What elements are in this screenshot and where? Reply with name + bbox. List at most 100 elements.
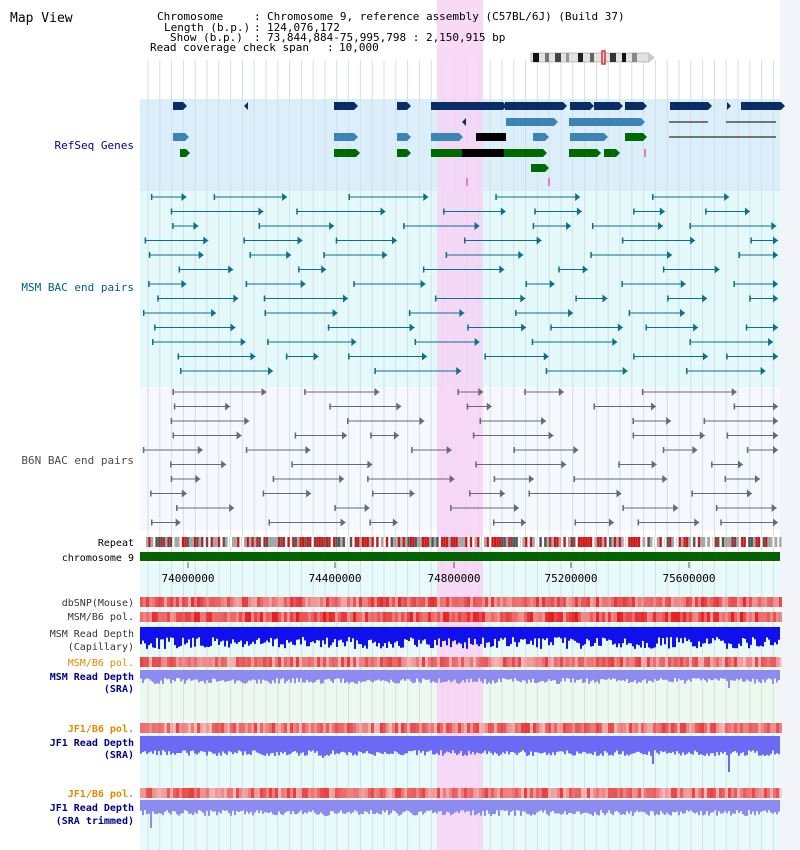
bac-end <box>590 252 592 258</box>
heatmap-cell <box>251 597 254 607</box>
heatmap-cell <box>557 788 560 798</box>
heatmap-bg <box>140 657 780 667</box>
heatmap-cell <box>269 597 272 607</box>
heatmap-cell <box>575 657 578 667</box>
heatmap-cell <box>614 657 617 667</box>
depth-bar <box>722 670 724 679</box>
depth-bar <box>710 736 712 754</box>
heatmap-cell <box>203 788 206 798</box>
track-label-b6n-bac[interactable]: B6N BAC end pairs <box>21 454 134 467</box>
depth-bar <box>646 736 648 755</box>
heatmap-cell <box>491 612 494 622</box>
heatmap-cell <box>359 612 362 622</box>
depth-bar <box>652 800 654 812</box>
heatmap-cell <box>635 612 638 622</box>
depth-bar <box>146 800 148 815</box>
heatmap-cell <box>296 612 299 622</box>
depth-bar <box>612 800 614 816</box>
repeat-element <box>669 537 672 547</box>
depth-bar <box>410 736 412 752</box>
heatmap-cell <box>593 788 596 798</box>
depth-bar <box>756 800 758 812</box>
depth-bar <box>260 736 262 755</box>
depth-bar <box>272 627 274 647</box>
msm-bac-features[interactable] <box>142 193 778 375</box>
depth-bar <box>518 736 520 753</box>
depth-bar <box>390 736 392 754</box>
heatmap-cell <box>692 597 695 607</box>
depth-bar <box>456 670 458 684</box>
b6n-bac-features[interactable] <box>142 388 778 527</box>
depth-bar <box>630 800 632 812</box>
depth-bar <box>578 670 580 680</box>
depth-bar <box>664 800 666 815</box>
heatmap-cell <box>635 657 638 667</box>
heatmap-cell <box>578 788 581 798</box>
depth-bar <box>346 736 348 755</box>
depth-bar <box>514 800 516 816</box>
depth-bar <box>582 736 584 752</box>
heatmap-cell <box>200 723 203 733</box>
depth-bar <box>526 670 528 684</box>
depth-bar <box>336 670 338 679</box>
depth-bar <box>384 627 386 644</box>
repeat-element <box>182 537 184 547</box>
depth-bar <box>480 627 482 645</box>
bac-end <box>593 403 595 410</box>
depth-bar <box>358 736 360 752</box>
depth-bar <box>386 670 388 682</box>
depth-bar <box>388 736 390 755</box>
depth-bar <box>556 670 558 684</box>
depth-bar <box>538 627 540 639</box>
bac-end-arrow <box>680 280 686 288</box>
heatmap-cell <box>569 788 572 798</box>
depth-bar <box>170 670 172 684</box>
depth-bar <box>570 627 572 639</box>
depth-bar <box>562 627 564 643</box>
gene-feature <box>334 133 354 141</box>
depth-bar <box>696 670 698 679</box>
bac-end-arrow <box>543 352 549 361</box>
depth-bar <box>176 627 178 649</box>
depth-bar <box>192 627 194 638</box>
heatmap-cell <box>563 657 566 667</box>
heatmap-cell <box>467 723 470 733</box>
heatmap-cell <box>563 612 566 622</box>
depth-bar <box>146 736 148 754</box>
depth-bar <box>654 800 656 816</box>
depth-bar <box>768 670 770 679</box>
depth-bar <box>364 627 366 646</box>
track-label-msm-bac[interactable]: MSM BAC end pairs <box>21 281 134 294</box>
depth-bar <box>168 800 170 813</box>
depth-bar <box>474 670 476 682</box>
depth-spike <box>728 670 730 688</box>
depth-bar <box>648 736 650 752</box>
track-label-refseq[interactable]: RefSeq Genes <box>55 139 134 152</box>
repeat-element <box>246 537 249 547</box>
depth-bar <box>336 800 338 814</box>
bac-end-arrow <box>573 446 579 454</box>
depth-bar <box>668 670 670 682</box>
bac-end <box>434 295 437 302</box>
gene-feature <box>431 102 503 110</box>
repeat-element <box>532 537 535 547</box>
refseq-gene-features[interactable] <box>173 102 785 186</box>
heatmap-cell <box>149 597 152 607</box>
depth-bar <box>772 800 774 814</box>
depth-bar <box>434 670 436 683</box>
chromosome-ideogram[interactable] <box>530 50 655 65</box>
depth-bar <box>750 736 752 752</box>
depth-bar <box>536 670 538 684</box>
heatmap-cell <box>584 612 587 622</box>
heatmap-cell <box>152 788 155 798</box>
depth-bar <box>204 670 206 684</box>
heatmap-cell <box>233 657 236 667</box>
heatmap-cell <box>236 723 239 733</box>
depth-bar <box>508 800 510 816</box>
heatmap-cell <box>770 788 773 798</box>
heatmap-cell <box>191 612 194 622</box>
bac-end <box>148 281 150 287</box>
heatmap-cell <box>161 597 164 607</box>
depth-bar <box>758 627 760 647</box>
depth-bar <box>666 627 668 638</box>
